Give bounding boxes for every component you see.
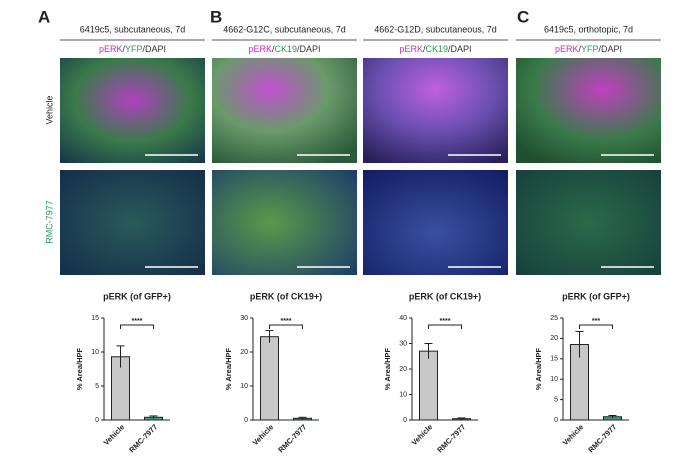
panel-label: A xyxy=(38,7,50,26)
y-axis-label: % Area/HPF xyxy=(534,347,543,390)
bar xyxy=(419,350,438,421)
x-tick-label: Vehicle xyxy=(561,422,586,447)
y-tick-label: 20 xyxy=(550,335,558,342)
y-tick-label: 20 xyxy=(399,366,407,373)
y-tick-label: 30 xyxy=(240,315,248,322)
y-tick-label: 15 xyxy=(91,315,99,322)
column-header: 6419c5, subcutaneous, 7d xyxy=(80,24,186,34)
column-header: 4662-G12C, subcutaneous, 7d xyxy=(223,24,346,34)
chart-title: pERK (of CK19+) xyxy=(250,291,322,301)
y-tick-label: 20 xyxy=(240,349,248,356)
stain-part: YFP xyxy=(125,44,143,54)
stain-part: YFP xyxy=(581,44,599,54)
x-tick-label: RMC-7977 xyxy=(586,422,618,454)
y-axis-label: % Area/HPF xyxy=(383,347,392,390)
significance-bracket xyxy=(428,324,462,329)
y-tick-label: 10 xyxy=(91,349,99,356)
stain-part: CK19 xyxy=(275,44,298,54)
y-tick-label: 15 xyxy=(550,356,558,363)
micrograph xyxy=(363,58,508,163)
micrograph xyxy=(212,58,357,163)
micrograph xyxy=(60,170,205,275)
significance: **** xyxy=(132,318,143,325)
x-tick-label: Vehicle xyxy=(102,422,127,447)
x-tick-label: Vehicle xyxy=(251,422,276,447)
significance-bracket xyxy=(120,324,154,329)
stain-part: /DAPI xyxy=(297,44,321,54)
y-tick-label: 10 xyxy=(399,391,407,398)
micrograph xyxy=(212,170,357,275)
stain-part: / xyxy=(122,44,125,54)
y-axis-label: % Area/HPF xyxy=(75,347,84,390)
stain-part: pERK xyxy=(99,44,123,54)
micrograph xyxy=(516,170,661,275)
stain-part: /DAPI xyxy=(599,44,623,54)
micrograph xyxy=(60,58,205,163)
x-tick-label: RMC-7977 xyxy=(276,422,308,454)
stain-part: / xyxy=(423,44,426,54)
row-label: Vehicle xyxy=(44,95,54,124)
chart-title: pERK (of GFP+) xyxy=(103,291,171,301)
stain-label: pERK/YFP/DAPI xyxy=(99,44,166,54)
stain-part: / xyxy=(272,44,275,54)
y-tick-label: 30 xyxy=(399,340,407,347)
stain-part: pERK xyxy=(399,44,423,54)
significance-bracket xyxy=(269,324,303,329)
y-tick-label: 5 xyxy=(95,383,99,390)
chart-title: pERK (of CK19+) xyxy=(409,291,481,301)
y-tick-label: 25 xyxy=(550,315,558,322)
y-tick-label: 10 xyxy=(550,376,558,383)
stain-part: CK19 xyxy=(426,44,449,54)
chart-title: pERK (of GFP+) xyxy=(562,291,630,301)
x-tick-label: RMC-7977 xyxy=(127,422,159,454)
panel-label: B xyxy=(210,7,222,26)
micrograph xyxy=(516,58,661,163)
y-tick-label: 10 xyxy=(240,383,248,390)
micrograph xyxy=(363,170,508,275)
column-header: 6419c5, orthotopic, 7d xyxy=(544,24,633,34)
y-tick-label: 0 xyxy=(403,417,407,424)
x-tick-label: RMC-7977 xyxy=(435,422,467,454)
significance: **** xyxy=(440,318,451,325)
bar xyxy=(260,336,279,421)
stain-part: / xyxy=(578,44,581,54)
y-tick-label: 0 xyxy=(554,417,558,424)
stain-part: pERK xyxy=(555,44,579,54)
y-tick-label: 0 xyxy=(244,417,248,424)
stain-part: pERK xyxy=(248,44,272,54)
stain-label: pERK/CK19/DAPI xyxy=(248,44,320,54)
y-axis-label: % Area/HPF xyxy=(224,347,233,390)
panel-label: C xyxy=(517,7,529,26)
x-tick-label: Vehicle xyxy=(410,422,435,447)
stain-label: pERK/CK19/DAPI xyxy=(399,44,471,54)
y-tick-label: 40 xyxy=(399,315,407,322)
y-tick-label: 5 xyxy=(554,396,558,403)
stain-label: pERK/YFP/DAPI xyxy=(555,44,622,54)
significance-bracket xyxy=(579,324,613,329)
stain-part: /DAPI xyxy=(448,44,472,54)
y-tick-label: 0 xyxy=(95,417,99,424)
significance: **** xyxy=(281,318,292,325)
column-header: 4662-G12D, subcutaneous, 7d xyxy=(374,24,497,34)
significance: *** xyxy=(592,318,600,325)
stain-part: /DAPI xyxy=(143,44,167,54)
row-label: RMC-7977 xyxy=(44,200,54,244)
